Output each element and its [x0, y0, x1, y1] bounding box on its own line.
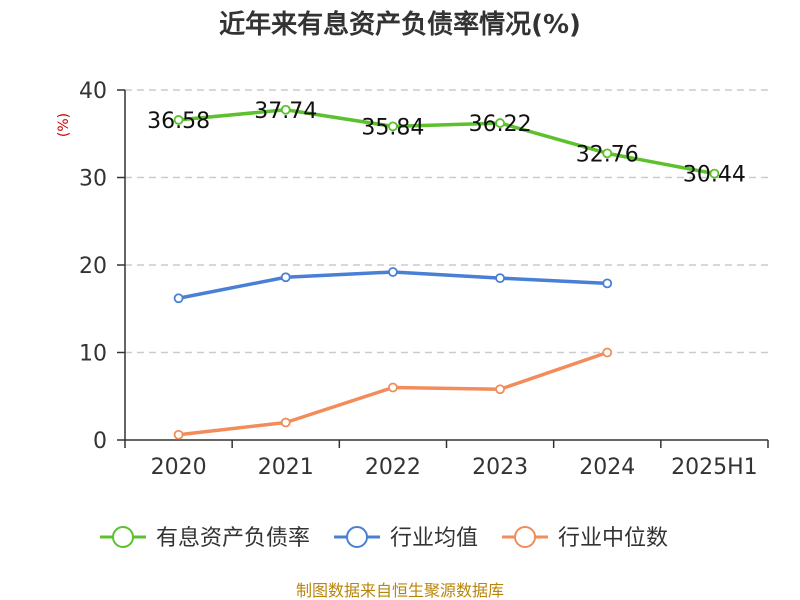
data-label: 36.58 [147, 109, 210, 134]
series-line [176, 350, 609, 437]
legend-label: 行业中位数 [558, 526, 668, 551]
data-label: 35.84 [361, 115, 424, 140]
series-line [176, 108, 717, 176]
data-label: 37.74 [254, 99, 317, 124]
data-point [495, 118, 505, 128]
legend: 有息资产负债率 行业均值 行业中位数 [100, 526, 668, 551]
legend-label: 行业均值 [390, 526, 478, 551]
x-tick-label: 2021 [258, 455, 314, 480]
data-point [280, 272, 291, 283]
data-point [709, 168, 720, 179]
data-labels: 36.58 37.74 35.84 36.22 32.76 30.44 [147, 99, 746, 188]
data-point [602, 148, 613, 159]
data-point [388, 121, 398, 132]
y-tick-label: 20 [79, 254, 107, 279]
x-tick-label: 2023 [472, 455, 528, 480]
data-point [602, 347, 613, 358]
data-point [173, 429, 184, 440]
series-group [173, 104, 720, 440]
legend-item: 有息资产负债率 [100, 526, 310, 551]
x-tick-label: 2025H1 [671, 455, 758, 480]
axes: 0 10 20 30 40 2020 2021 2022 2023 2024 2025H1 [79, 79, 769, 480]
data-point [388, 267, 398, 277]
data-point [388, 382, 398, 393]
y-tick-label: 10 [79, 342, 107, 367]
x-tick-label: 2020 [151, 455, 207, 480]
data-point [495, 384, 505, 395]
legend-swatch-marker [514, 526, 537, 548]
data-label: 30.44 [683, 163, 746, 188]
legend-item: 行业中位数 [502, 526, 668, 551]
data-point [280, 417, 291, 428]
grid-lines [125, 89, 768, 354]
data-point [173, 115, 184, 125]
legend-label: 有息资产负债率 [156, 526, 310, 551]
data-label: 36.22 [469, 112, 532, 137]
data-point [280, 104, 291, 115]
y-axis-label: (%) [56, 113, 72, 137]
x-tick-label: 2024 [579, 455, 635, 480]
data-point [495, 273, 505, 284]
x-tick-label: 2022 [365, 455, 421, 480]
data-label: 32.76 [576, 142, 639, 167]
source-note: 制图数据来自恒生聚源数据库 [296, 581, 504, 600]
legend-item: 行业均值 [334, 526, 478, 551]
data-point [602, 278, 613, 289]
y-tick-label: 0 [93, 429, 107, 454]
legend-swatch-marker [112, 526, 134, 548]
y-tick-label: 30 [79, 167, 107, 192]
chart-title: 近年来有息资产负债率情况(%) [219, 9, 581, 40]
y-tick-label: 40 [79, 79, 107, 104]
legend-swatch-marker [346, 526, 369, 548]
data-point [173, 293, 184, 304]
